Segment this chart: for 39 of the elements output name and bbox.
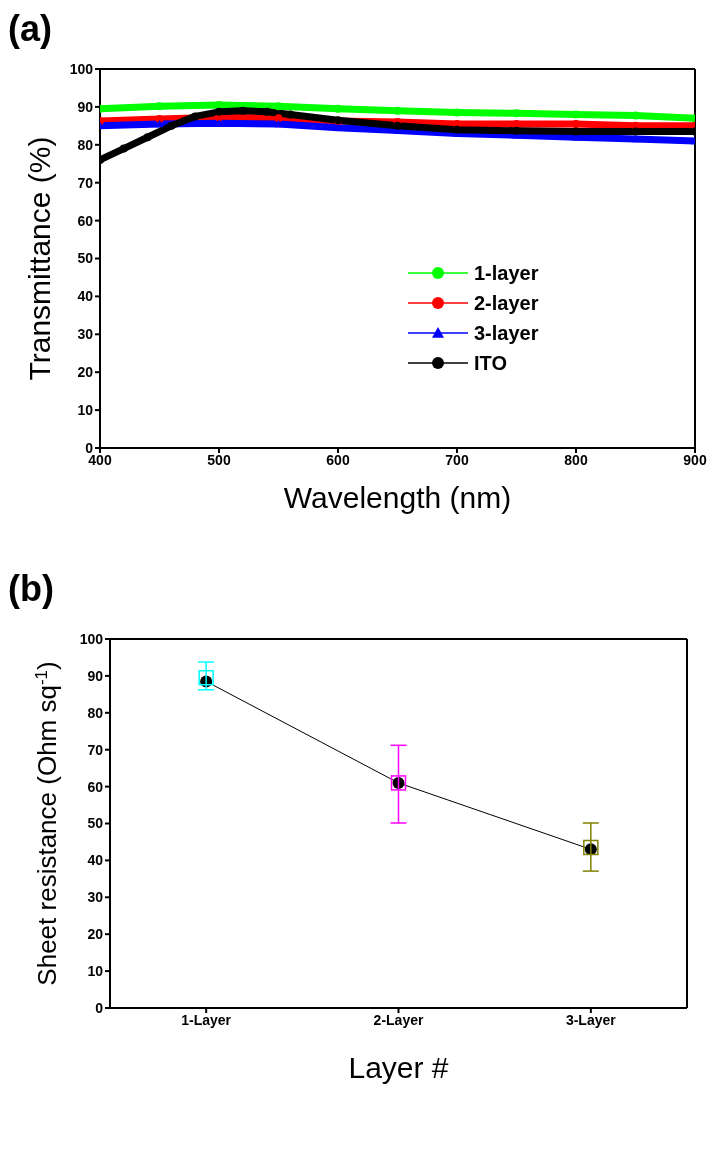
- chart-title: (a): [8, 8, 52, 50]
- y-tick-label: 80: [77, 136, 94, 153]
- x-tick-label: 500: [207, 451, 231, 468]
- y-tick-label: 10: [87, 963, 104, 980]
- y-tick-label: 30: [77, 326, 94, 343]
- legend-label: ITO: [474, 351, 507, 375]
- y-tick-label: 60: [87, 778, 104, 795]
- legend-label: 1-layer: [474, 261, 539, 285]
- y-axis-title: Transmittance (%): [23, 136, 56, 381]
- legend-label: 2-layer: [474, 291, 539, 315]
- y-tick-label: 0: [85, 439, 94, 456]
- x-tick-label: 1-Layer: [181, 1011, 232, 1028]
- x-tick-label: 600: [326, 451, 350, 468]
- y-tick-label: 40: [77, 288, 94, 305]
- x-tick-label: 3-Layer: [565, 1011, 617, 1028]
- y-tick-label: 60: [77, 212, 94, 229]
- x-tick-label: 800: [564, 451, 588, 468]
- y-tick-label: 20: [87, 926, 104, 943]
- y-tick-label: 90: [87, 667, 104, 684]
- y-tick-label: 50: [87, 815, 104, 832]
- y-tick-label: 50: [77, 250, 94, 267]
- y-tick-label: 70: [77, 174, 94, 191]
- y-tick-label: 70: [87, 741, 104, 758]
- x-tick-label: 2-Layer: [373, 1011, 424, 1028]
- y-tick-label: 20: [77, 364, 94, 381]
- legend-label: 3-layer: [474, 321, 539, 345]
- y-tick-label: 30: [87, 889, 104, 906]
- x-axis-title: Layer #: [348, 1051, 449, 1084]
- x-tick-label: 900: [683, 451, 707, 468]
- y-tick-label: 0: [95, 999, 104, 1016]
- y-tick-label: 10: [77, 402, 94, 419]
- y-tick-label: 40: [87, 852, 104, 869]
- y-tick-label: 100: [69, 60, 94, 77]
- x-tick-label: 700: [445, 451, 469, 468]
- y-tick-label: 100: [79, 630, 104, 647]
- y-tick-label: 90: [77, 98, 94, 115]
- chart-title: (b): [8, 568, 54, 610]
- y-tick-label: 80: [87, 704, 104, 721]
- x-axis-title: Wavelength (nm): [283, 481, 512, 514]
